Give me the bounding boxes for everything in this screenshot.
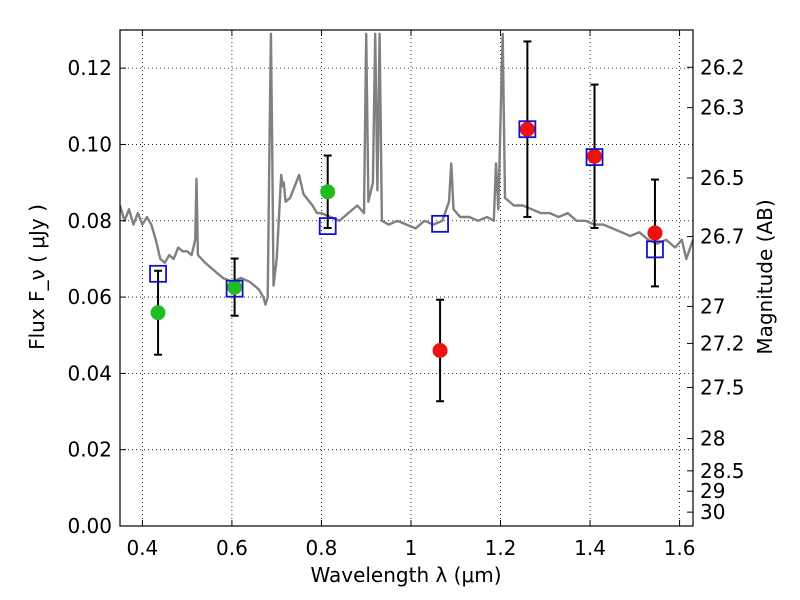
model-point-square xyxy=(518,120,537,139)
model-point-square xyxy=(225,279,244,298)
mag-tick-label: 27.2 xyxy=(700,331,745,355)
data-point-circle xyxy=(647,225,663,241)
data-point-circle xyxy=(519,121,535,137)
x-tick-label: 0.4 xyxy=(126,536,158,560)
spectrum-line xyxy=(120,32,693,306)
mag-tick-label: 27.5 xyxy=(700,375,745,399)
data-markers xyxy=(149,120,664,358)
model-point-square xyxy=(431,214,449,233)
data-point-circle xyxy=(227,279,243,295)
y-tick-label: 0.00 xyxy=(67,514,112,538)
mag-tick-label: 28.5 xyxy=(700,459,745,483)
x-tick-label: 1.4 xyxy=(574,536,606,560)
x-tick-label: 1.2 xyxy=(485,536,517,560)
mag-tick-label: 29 xyxy=(700,479,725,503)
grid xyxy=(120,30,693,527)
mag-tick-label: 27 xyxy=(700,294,725,318)
mag-tick-label: 30 xyxy=(700,500,725,524)
data-point-circle xyxy=(150,305,166,321)
y-tick-label: 0.04 xyxy=(67,361,112,385)
plot-area xyxy=(120,30,693,526)
y-tick-label: 0.06 xyxy=(67,285,112,309)
y-tick-label: 0.02 xyxy=(67,438,112,462)
x-tick-label: 1.6 xyxy=(664,536,696,560)
data-point-circle xyxy=(432,342,448,358)
data-point-circle xyxy=(320,184,336,200)
y-tick-label: 0.12 xyxy=(67,56,112,80)
axis-ticks: 0.4 0.6 0.8 1 1.2 1.4 1.6 0.00 0.02 0.04 0.06 0.08 0… xyxy=(67,30,745,560)
mag-tick-label: 26.3 xyxy=(700,96,745,120)
model-point-square xyxy=(318,217,337,236)
x-tick-label: 0.6 xyxy=(216,536,248,560)
x-tick-label: 0.8 xyxy=(306,536,338,560)
plot-frame xyxy=(119,29,694,527)
mag-tick-label: 26.7 xyxy=(700,225,745,249)
y-tick-label: 0.10 xyxy=(67,132,112,156)
y-axis-label-right: Magnitude (AB) xyxy=(753,199,777,354)
y-tick-label: 0.08 xyxy=(67,209,112,233)
model-point-square xyxy=(646,240,664,259)
mag-tick-label: 26.5 xyxy=(700,166,745,190)
y-axis-label: Flux F_ν ( μJy ) xyxy=(25,204,49,350)
data-point-circle xyxy=(587,148,603,164)
model-point-square xyxy=(149,264,167,283)
spectrum-series xyxy=(120,32,693,306)
x-tick-label: 1 xyxy=(405,536,418,560)
model-point-square xyxy=(585,148,604,166)
mag-tick-label: 28 xyxy=(700,427,725,451)
mag-tick-label: 26.2 xyxy=(700,55,745,79)
x-axis-label: Wavelength λ (μm) xyxy=(310,563,501,587)
